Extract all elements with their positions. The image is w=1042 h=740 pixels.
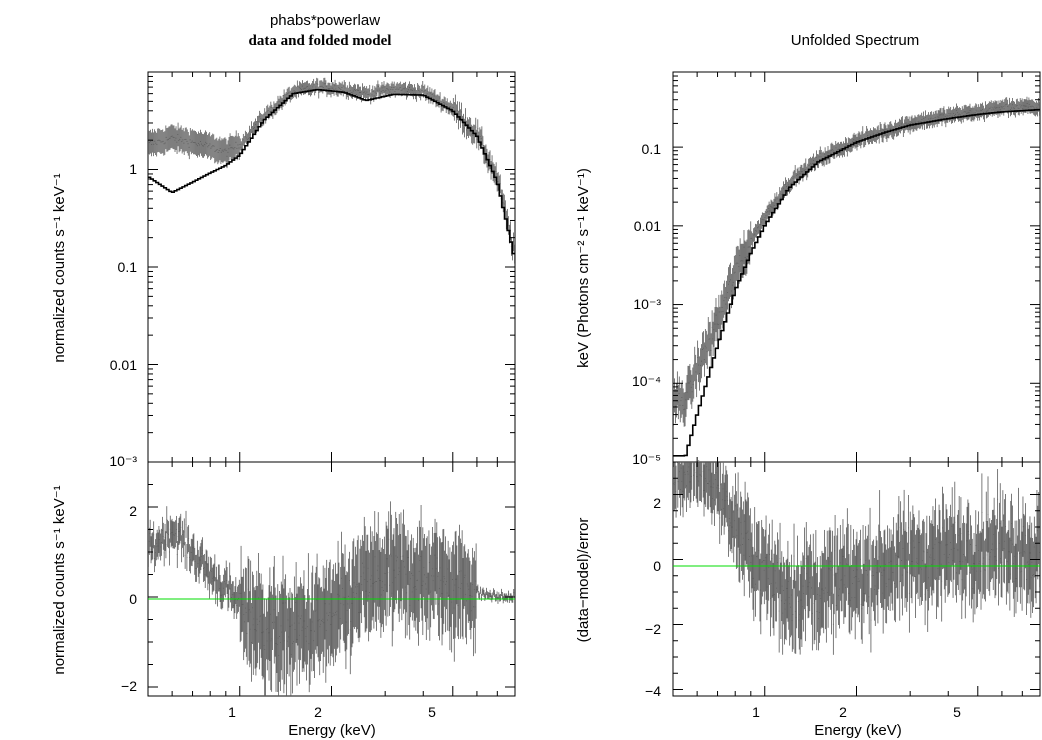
left-top-ylabel: normalized counts s⁻¹ keV⁻¹ xyxy=(51,173,68,362)
left-bottom-frame xyxy=(147,461,516,697)
right-bottom-series xyxy=(672,460,1041,696)
left-xtick-5: 5 xyxy=(428,704,436,720)
left-top-frame xyxy=(147,71,516,463)
left-bottom-series xyxy=(147,461,516,696)
right-top-ytick-1e-3: 10⁻³ xyxy=(633,296,661,312)
left-top-model-line xyxy=(148,88,515,255)
left-top-ytick-0.1: 0.1 xyxy=(118,259,138,275)
left-title: phabs*powerlaw xyxy=(270,12,380,29)
right-xtick-2: 2 xyxy=(839,704,847,720)
left-bottom-plot: 2 0 −2 normalized counts s⁻¹ keV⁻¹ 1 2 5… xyxy=(51,461,516,739)
left-bottom-ytick-2: 2 xyxy=(129,503,137,519)
right-top-ytick-0.1: 0.1 xyxy=(642,141,662,157)
right-top-series xyxy=(672,71,1041,463)
left-bottom-ytick-0: 0 xyxy=(129,591,137,607)
right-bottom-ytick-2: 2 xyxy=(653,495,661,511)
right-top-ytick-1e-4: 10⁻⁴ xyxy=(632,373,661,389)
right-xtick-5: 5 xyxy=(953,704,961,720)
right-bottom-plot: 2 0 −2 −4 (data−model)/error 1 2 5 Energ… xyxy=(575,460,1041,739)
right-top-ytick-1e-5: 10⁻⁵ xyxy=(632,451,661,467)
left-top-ytick-0.01: 0.01 xyxy=(110,357,137,373)
left-xlabel: Energy (keV) xyxy=(288,722,376,739)
right-bottom-ytick-neg2: −2 xyxy=(645,621,661,637)
left-subtitle: data and folded model xyxy=(249,33,392,49)
left-xtick-1: 1 xyxy=(228,704,236,720)
left-bottom-ytick-neg2: −2 xyxy=(121,678,137,694)
left-top-series xyxy=(147,71,516,463)
right-title: Unfolded Spectrum xyxy=(791,32,919,49)
left-top-ytick-1: 1 xyxy=(129,161,137,177)
right-bottom-ytick-0: 0 xyxy=(653,558,661,574)
right-bottom-ytick-neg4: −4 xyxy=(645,683,661,699)
right-top-ylabel: keV (Photons cm⁻² s⁻¹ keV⁻¹) xyxy=(575,168,592,368)
right-top-frame xyxy=(672,71,1041,463)
left-top-ytick-1e-3: 10⁻³ xyxy=(109,453,137,469)
left-bottom-ylabel: normalized counts s⁻¹ keV⁻¹ xyxy=(51,485,68,674)
right-top-plot: 0.1 0.01 10⁻³ 10⁻⁴ 10⁻⁵ keV (Photons cm⁻… xyxy=(575,71,1041,467)
left-top-plot: 1 0.1 0.01 10⁻³ normalized counts s⁻¹ ke… xyxy=(51,71,516,469)
right-xtick-1: 1 xyxy=(752,704,760,720)
right-xlabel: Energy (keV) xyxy=(814,722,902,739)
right-bottom-frame xyxy=(672,461,1041,697)
right-top-model-line xyxy=(673,108,1040,457)
right-top-ytick-0.01: 0.01 xyxy=(634,218,661,234)
left-xtick-2: 2 xyxy=(314,704,322,720)
right-bottom-ylabel: (data−model)/error xyxy=(575,518,592,643)
